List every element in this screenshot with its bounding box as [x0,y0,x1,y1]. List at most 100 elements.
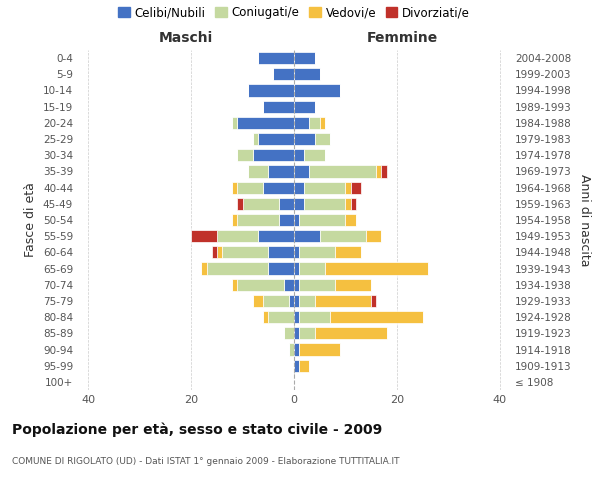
Bar [191,230,217,242]
Bar [238,149,253,162]
Bar [335,246,361,258]
Bar [325,262,428,274]
Bar [263,100,294,112]
Bar [299,214,346,226]
Bar [238,117,294,129]
Y-axis label: Anni di nascita: Anni di nascita [578,174,591,266]
Bar [366,230,382,242]
Bar [217,246,222,258]
Bar [299,311,330,323]
Bar [314,133,330,145]
Bar [299,295,314,307]
Bar [294,100,314,112]
Bar [320,230,366,242]
Bar [310,166,376,177]
Bar [242,198,278,210]
Bar [294,295,299,307]
Bar [268,262,294,274]
Bar [248,84,294,96]
Bar [294,52,314,64]
Bar [376,166,382,177]
Bar [294,311,299,323]
Bar [299,360,310,372]
Bar [278,198,294,210]
Bar [263,182,294,194]
Bar [304,198,346,210]
Bar [299,246,335,258]
Bar [299,262,325,274]
Bar [253,295,263,307]
Bar [289,295,294,307]
Bar [304,182,346,194]
Bar [268,311,294,323]
Bar [294,214,299,226]
Bar [278,214,294,226]
Bar [284,328,294,340]
Bar [258,52,294,64]
Bar [335,278,371,291]
Bar [314,328,386,340]
Bar [314,295,371,307]
Bar [232,117,238,129]
Bar [294,149,304,162]
Bar [382,166,386,177]
Bar [238,198,242,210]
Bar [263,311,268,323]
Bar [294,84,340,96]
Text: Popolazione per età, sesso e stato civile - 2009: Popolazione per età, sesso e stato civil… [12,422,382,437]
Bar [294,278,299,291]
Bar [253,133,258,145]
Bar [299,344,340,355]
Bar [299,328,314,340]
Bar [253,149,294,162]
Bar [330,311,422,323]
Bar [294,68,320,80]
Bar [232,214,238,226]
Bar [346,214,356,226]
Bar [248,166,268,177]
Bar [202,262,206,274]
Bar [212,246,217,258]
Bar [294,360,299,372]
Bar [299,278,335,291]
Text: Maschi: Maschi [159,31,213,45]
Bar [294,344,299,355]
Bar [238,214,278,226]
Bar [294,230,320,242]
Bar [294,117,310,129]
Text: Femmine: Femmine [367,31,437,45]
Bar [238,278,284,291]
Text: COMUNE DI RIGOLATO (UD) - Dati ISTAT 1° gennaio 2009 - Elaborazione TUTTITALIA.I: COMUNE DI RIGOLATO (UD) - Dati ISTAT 1° … [12,458,400,466]
Bar [232,182,238,194]
Bar [304,149,325,162]
Bar [294,262,299,274]
Bar [263,295,289,307]
Bar [274,68,294,80]
Bar [371,295,376,307]
Bar [222,246,268,258]
Y-axis label: Fasce di età: Fasce di età [25,182,37,258]
Bar [232,278,238,291]
Bar [206,262,268,274]
Bar [217,230,258,242]
Bar [258,133,294,145]
Bar [346,182,350,194]
Bar [258,230,294,242]
Bar [284,278,294,291]
Bar [238,182,263,194]
Bar [268,246,294,258]
Bar [294,328,299,340]
Bar [289,344,294,355]
Bar [268,166,294,177]
Bar [310,117,320,129]
Bar [294,198,304,210]
Bar [350,198,356,210]
Bar [294,182,304,194]
Bar [294,133,314,145]
Bar [350,182,361,194]
Bar [294,166,310,177]
Bar [320,117,325,129]
Legend: Celibi/Nubili, Coniugati/e, Vedovi/e, Divorziati/e: Celibi/Nubili, Coniugati/e, Vedovi/e, Di… [113,2,475,24]
Bar [294,246,299,258]
Bar [346,198,350,210]
